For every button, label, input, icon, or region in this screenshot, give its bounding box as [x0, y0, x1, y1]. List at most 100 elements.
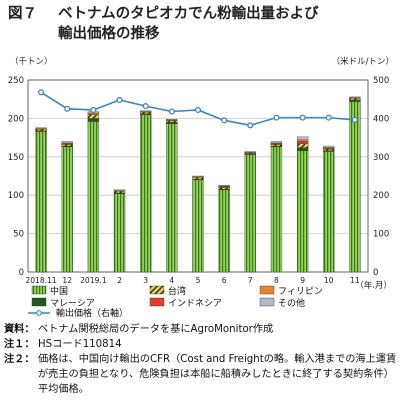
- bar-taiwan: [61, 144, 73, 147]
- note-source-label: 資料：: [4, 324, 35, 335]
- bar-taiwan: [323, 148, 335, 151]
- note-2-label: 注２：: [4, 354, 35, 365]
- bar-philippines: [296, 139, 309, 142]
- bar-china: [113, 193, 126, 273]
- export-chart: （千トン） （米ドル/トン） （年.月） 0501001502002500100…: [8, 56, 394, 318]
- note-1: 注１： HSコード110814: [4, 337, 398, 352]
- bar-china: [166, 123, 178, 273]
- bar-taiwan: [35, 129, 47, 131]
- legend-swatch-philippines: [259, 285, 275, 295]
- y-right-tick-label: 100: [373, 230, 389, 240]
- x-tick-label: 6: [222, 276, 227, 285]
- legend-swatch-taiwan: [149, 285, 165, 295]
- price-point: [38, 89, 45, 96]
- bar-china: [35, 131, 47, 273]
- legend-label-price: 輸出価格（右軸）: [56, 307, 128, 318]
- price-point: [90, 106, 97, 114]
- notes: 資料： ベトナム関税総局のデータを基にAgroMonitor作成 注１： HSコ…: [4, 322, 398, 397]
- bar-taiwan: [349, 98, 361, 101]
- price-point: [299, 114, 306, 121]
- y-right-tick-label: 0: [373, 268, 378, 278]
- y-right-tick-label: 400: [373, 114, 389, 124]
- bar-indonesia: [296, 141, 309, 144]
- legend-label-others: その他: [278, 297, 305, 309]
- bar-china: [244, 154, 256, 273]
- bar-china: [192, 179, 204, 273]
- x-tick-labels: 2018.11 12 2019.1 2 3 4 5 6 7 8 9 10 11: [25, 276, 360, 285]
- bar-others: [61, 141, 73, 144]
- price-line: [38, 89, 358, 129]
- note-1-label: 注１：: [4, 339, 35, 350]
- y-left-tick-label: 0: [19, 268, 24, 278]
- legend-label-china: 中国: [50, 285, 68, 297]
- bar-philippines: [87, 112, 100, 115]
- bar-china: [140, 114, 152, 273]
- bar-malaysia: [296, 147, 309, 151]
- bar-others: [244, 151, 256, 153]
- bar-china: [270, 146, 283, 273]
- note-1-text: HSコード110814: [38, 339, 122, 350]
- bar-others: [192, 175, 204, 177]
- x-tick-label: 12: [62, 276, 72, 285]
- price-point: [168, 108, 175, 115]
- bar-china: [218, 189, 230, 273]
- bar-taiwan: [296, 143, 309, 148]
- y-left-tick-label: 250: [8, 76, 24, 86]
- bar-taiwan: [270, 144, 283, 147]
- y-left-tick-label: 50: [13, 230, 24, 240]
- bar-others: [113, 189, 126, 191]
- bar-malaysia: [166, 122, 178, 124]
- legend-label-philippines: フィリピン: [278, 286, 323, 297]
- figure-title: 図７ ベトナムのタピオカでん粉輸出量および 輸出価格の推移: [8, 4, 396, 44]
- bar-malaysia: [87, 118, 100, 122]
- x-tick-label: 2019.1: [80, 276, 107, 285]
- x-tick-label: 4: [169, 276, 174, 285]
- bar-others: [35, 127, 47, 129]
- bar-others: [323, 145, 335, 148]
- bar-taiwan: [218, 187, 230, 190]
- price-point: [247, 122, 254, 129]
- bar-taiwan: [140, 112, 152, 114]
- y-left-tick-label: 150: [8, 153, 24, 163]
- y-left-tick-label: 100: [8, 191, 24, 201]
- price-point: [221, 117, 228, 124]
- price-point: [273, 114, 280, 121]
- price-point: [325, 114, 332, 121]
- legend-label-malaysia: マレーシア: [50, 299, 95, 309]
- price-point: [194, 106, 202, 114]
- x-unit: （年.月）: [355, 280, 392, 291]
- bar-china: [323, 151, 335, 273]
- legend-marker-price: [36, 310, 42, 316]
- x-tick-label: 9: [300, 276, 305, 285]
- y-right-tick-label: 300: [373, 153, 389, 163]
- note-source: 資料： ベトナム関税総局のデータを基にAgroMonitor作成: [4, 322, 398, 337]
- legend-swatch-indonesia: [149, 297, 165, 307]
- x-tick-label: 3: [143, 276, 148, 285]
- price-point: [64, 105, 71, 112]
- price-point: [351, 116, 358, 123]
- x-tick-label: 8: [274, 276, 279, 285]
- x-tick-label: 11: [350, 276, 360, 285]
- note-2: 注２： 価格は、中国向け輸出のCFR（Cost and Freightの略。輸入…: [4, 352, 398, 397]
- bar-others: [140, 110, 152, 112]
- x-tick-label: 7: [248, 276, 253, 285]
- bar-others: [296, 136, 309, 141]
- y-left-tick-label: 200: [8, 114, 24, 124]
- legend-swatch-others: [259, 297, 275, 307]
- legend-swatch-malaysia: [31, 297, 47, 307]
- bar-china: [61, 146, 73, 273]
- legend-swatch-china: [31, 285, 47, 295]
- bars: [35, 96, 361, 273]
- y-right-tick-label: 200: [373, 191, 389, 201]
- x-tick-label: 10: [324, 276, 334, 285]
- y-right-tick-label: 500: [373, 76, 389, 86]
- x-tick-label: 5: [196, 276, 201, 285]
- bar-taiwan: [113, 191, 126, 194]
- bar-china: [349, 101, 361, 273]
- figure-title-line1: ベトナムのタピオカでん粉輸出量および: [58, 6, 319, 22]
- price-point: [116, 96, 123, 104]
- figure-title-line2: 輸出価格の推移: [58, 26, 160, 42]
- legend-label-indonesia: インドネシア: [168, 298, 222, 309]
- bar-others: [270, 141, 283, 144]
